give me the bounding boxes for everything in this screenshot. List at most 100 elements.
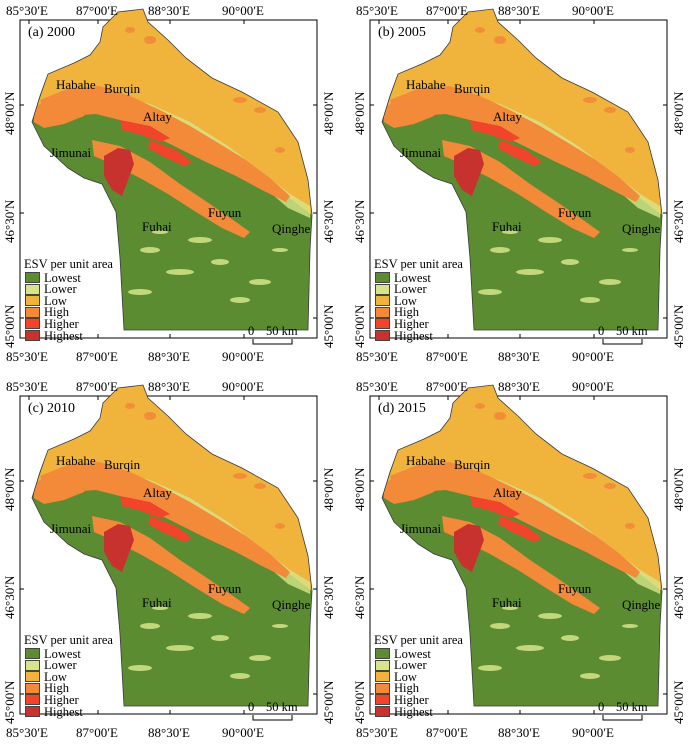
region-highest (454, 524, 484, 572)
legend-label-highest: Highest (44, 328, 83, 343)
lower-patch-0 (140, 247, 160, 253)
lower-patch-7 (230, 297, 250, 303)
lat-label-right: 48°00′N (671, 91, 686, 135)
region-high-northwest (34, 470, 90, 504)
study-area-boundary (381, 384, 663, 707)
legend-label-low: Low (44, 293, 67, 308)
high-patch-3 (144, 36, 156, 44)
lower-patch-6 (538, 613, 562, 619)
legend-swatch-low (375, 671, 390, 683)
lon-label-top: 85°30′E (6, 379, 48, 394)
lon-label-top: 88°30′E (148, 3, 190, 18)
lon-label-top: 90°00′E (222, 379, 264, 394)
legend-swatch-lowest (375, 272, 390, 283)
legend-label-higher: Higher (394, 316, 429, 331)
legend-swatch-highest (375, 706, 390, 717)
region-higher (470, 496, 520, 518)
lon-label-top: 87°00′E (426, 379, 468, 394)
region-high (40, 462, 290, 578)
legend-swatch-lower (25, 659, 40, 671)
lon-label-bottom: 88°30′E (498, 725, 540, 740)
lower-patch-2 (211, 635, 229, 641)
panel-title: (a) 2000 (28, 25, 76, 40)
scale-distance: 50 km (616, 700, 648, 714)
high-patch-1 (275, 147, 285, 153)
legend-swatch-high (375, 682, 390, 694)
high-patch-3 (494, 412, 506, 420)
legend-label-highest: Highest (44, 704, 83, 719)
scale-bar (252, 339, 293, 345)
lower-patch-6 (188, 237, 212, 243)
lon-label-bottom: 88°30′E (498, 349, 540, 364)
map-frame (369, 19, 668, 339)
lower-patch-5 (502, 230, 518, 234)
region-higher-2 (498, 140, 542, 166)
legend-swatch-lower (375, 659, 390, 671)
region-higher-2 (498, 516, 542, 542)
legend-label-lowest: Lowest (44, 270, 81, 285)
place-label-altay: Altay (493, 109, 522, 124)
lon-label-bottom: 90°00′E (572, 349, 614, 364)
lat-label-left: 48°00′N (2, 91, 17, 135)
lon-label-bottom: 87°00′E (76, 349, 118, 364)
lower-patch-1 (166, 269, 194, 275)
place-label-burqin: Burqin (104, 81, 141, 96)
legend-label-lower: Lower (394, 282, 427, 297)
lower-patch-8 (272, 248, 288, 252)
lat-label-right: 46°30′N (671, 575, 686, 619)
high-patch-0 (604, 483, 616, 489)
legend-swatch-lowest (25, 648, 40, 659)
legend-label-low: Low (394, 669, 417, 684)
legend-label-higher: Higher (394, 692, 429, 707)
lower-patch-7 (230, 673, 250, 679)
high-patch-3 (144, 412, 156, 420)
scale-bar (602, 715, 643, 721)
legend-label-lower: Lower (44, 658, 77, 673)
legend-title: ESV per unit area (374, 633, 463, 647)
map-frame (19, 19, 318, 339)
legend-label-high: High (394, 305, 419, 320)
lower-patch-3 (478, 289, 502, 295)
lon-label-bottom: 85°30′E (356, 725, 398, 740)
place-label-habahe: Habahe (56, 77, 96, 92)
high-patch-4 (125, 27, 135, 33)
place-label-habahe: Habahe (406, 77, 446, 92)
legend-swatch-higher (375, 318, 390, 330)
high-patch-1 (625, 147, 635, 153)
lower-patch-3 (478, 665, 502, 671)
lower-patch-2 (561, 259, 579, 265)
lower-patch-1 (166, 645, 194, 651)
legend-swatch-lower (375, 283, 390, 295)
lower-patch-4 (249, 655, 271, 661)
panel-title: (b) 2005 (378, 25, 426, 40)
legend-label-lowest: Lowest (394, 646, 431, 661)
high-patch-0 (604, 107, 616, 113)
legend-swatch-high (25, 306, 40, 318)
legend-swatch-highest (25, 706, 40, 717)
lat-label-right: 48°00′N (321, 467, 336, 511)
lon-label-top: 90°00′E (222, 3, 264, 18)
lower-patch-2 (561, 635, 579, 641)
lower-patch-8 (622, 624, 638, 628)
panel-title: (d) 2015 (378, 401, 426, 416)
map-canvas (369, 384, 668, 721)
place-label-qinghe: Qinghe (272, 597, 311, 612)
map-panel-2000: (a) 2000 85°30′E 85°30′E 87°00′E 87°00′E 88°3… (0, 0, 350, 375)
lon-label-top: 85°30′E (6, 3, 48, 18)
lon-label-top: 87°00′E (76, 379, 118, 394)
panel-title: (c) 2010 (28, 401, 76, 416)
legend-swatch-low (25, 295, 40, 307)
lon-label-top: 88°30′E (498, 379, 540, 394)
lon-label-bottom: 87°00′E (426, 725, 468, 740)
legend-label-highest: Highest (394, 704, 433, 719)
place-label-fuhai: Fuhai (142, 219, 172, 234)
lower-patch-0 (140, 623, 160, 629)
region-high-northwest (384, 94, 440, 128)
lat-label-right: 46°30′N (671, 199, 686, 243)
high-patch-4 (475, 403, 485, 409)
lat-label-right: 45°00′N (321, 304, 336, 348)
study-area-boundary (381, 8, 663, 331)
place-label-fuhai: Fuhai (492, 595, 522, 610)
lon-label-top: 85°30′E (356, 379, 398, 394)
high-patch-0 (254, 107, 266, 113)
